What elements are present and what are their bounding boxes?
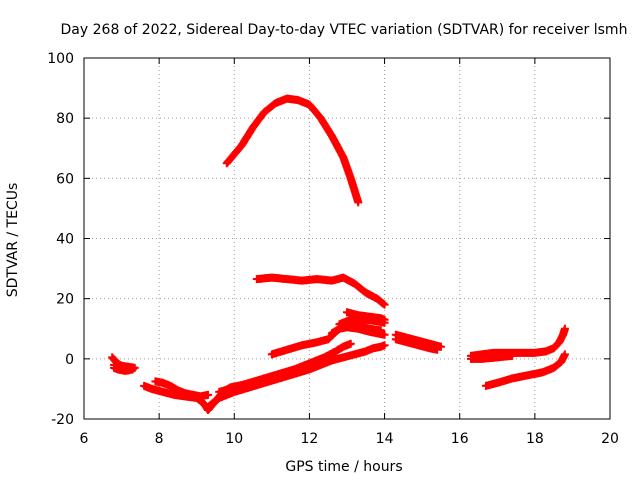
- x-axis-title: GPS time / hours: [285, 459, 402, 475]
- data-series-arc-14: [391, 335, 442, 354]
- data-series-arc-12: [252, 273, 389, 309]
- data-series-arc-4: [151, 377, 212, 401]
- x-tick-label: 8: [155, 431, 164, 447]
- y-tick-label: 20: [56, 292, 74, 308]
- x-tick-label: 12: [301, 431, 319, 447]
- y-tick-label: 40: [56, 232, 74, 248]
- x-tick-label: 18: [526, 431, 544, 447]
- data-series-arc-5: [203, 341, 389, 411]
- x-tick-label: 10: [225, 431, 243, 447]
- grid-lines: [84, 58, 610, 419]
- data-point: [560, 350, 569, 359]
- y-tick-label: 60: [56, 171, 74, 187]
- data-point: [560, 324, 569, 333]
- x-tick-label: 6: [80, 431, 89, 447]
- chart-title: Day 268 of 2022, Sidereal Day-to-day VTE…: [61, 22, 628, 38]
- data-point: [380, 300, 389, 309]
- data-point: [508, 351, 517, 360]
- y-tick-label: -20: [51, 412, 74, 428]
- data-series-arc-10: [343, 308, 389, 324]
- data-series-arc-11: [222, 94, 363, 207]
- data-point: [380, 330, 389, 339]
- x-tick-label: 14: [376, 431, 394, 447]
- data-point: [433, 345, 442, 354]
- data-point: [203, 390, 212, 399]
- data-point: [380, 341, 389, 350]
- data-series-arc-6: [215, 339, 355, 396]
- x-tick-label: 16: [451, 431, 469, 447]
- data-point: [128, 365, 137, 374]
- data-series-arc-8: [327, 323, 389, 339]
- y-tick-label: 0: [65, 352, 74, 368]
- data-point: [346, 339, 355, 348]
- y-tick-label: 80: [56, 111, 74, 127]
- data-series-arc-2: [110, 363, 137, 375]
- data-marks: [108, 94, 569, 414]
- data-point: [354, 198, 363, 207]
- data-series-arc-17: [482, 350, 569, 390]
- y-tick-label: 100: [47, 51, 74, 67]
- data-point: [380, 315, 389, 324]
- axis-ticks: 6 8 10 12 14 16 18 20 -20 0 20 40 60 80 100: [47, 51, 619, 447]
- x-tick-label: 20: [601, 431, 619, 447]
- y-axis-title: SDTVAR / TECUs: [5, 183, 21, 298]
- data-series-arc-16: [466, 351, 517, 363]
